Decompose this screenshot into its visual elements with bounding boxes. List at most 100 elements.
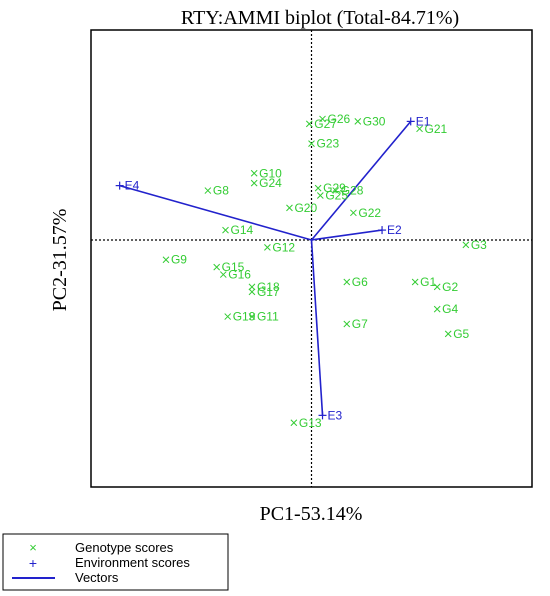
legend-genotype-marker: ×: [29, 540, 37, 555]
genotype-label: G20: [294, 201, 317, 215]
genotype-label: G18: [257, 280, 280, 294]
genotype-marker: [462, 241, 470, 249]
genotype-marker: [250, 169, 258, 177]
genotype-point-g2: G2: [433, 280, 459, 294]
genotype-point-g22: G22: [350, 206, 381, 220]
genotype-label: G30: [363, 114, 386, 128]
genotype-marker: [444, 330, 452, 338]
genotype-marker: [286, 204, 293, 212]
genotype-label: G26: [328, 112, 351, 126]
genotype-marker: [224, 313, 232, 320]
genotype-label: G12: [272, 240, 295, 254]
genotype-label: G8: [213, 184, 229, 198]
genotype-marker: [354, 118, 362, 125]
genotype-marker: [264, 244, 271, 251]
genotype-label: G14: [231, 223, 254, 237]
genotype-label: G29: [323, 181, 346, 195]
environment-label: E3: [328, 408, 343, 422]
vector-e2: [311, 229, 383, 241]
genotype-label: G22: [358, 206, 381, 220]
genotype-marker: [290, 419, 298, 427]
genotype-point-g3: G3: [462, 238, 487, 252]
genotype-point-g15: G15: [213, 260, 245, 274]
genotype-point-g19: G19: [224, 310, 256, 324]
genotype-label: G3: [471, 238, 487, 252]
genotype-point-g14: G14: [222, 223, 254, 237]
genotype-point-g25: G25: [316, 189, 348, 203]
genotype-point-g30: G30: [354, 114, 386, 128]
genotype-label: G1: [420, 275, 436, 289]
genotype-label: G19: [233, 310, 256, 324]
vector-e1: [310, 120, 412, 241]
genotype-marker: [204, 187, 212, 194]
genotype-label: G25: [325, 189, 348, 203]
genotype-label: G23: [317, 137, 340, 151]
genotype-label: G7: [352, 317, 368, 331]
x-axis-label: PC1-53.14%: [260, 503, 363, 525]
genotype-marker: [222, 226, 229, 234]
environment-point-e4: E4: [115, 179, 140, 193]
genotype-marker: [314, 184, 322, 192]
environment-label: E4: [125, 179, 140, 193]
genotype-marker: [305, 120, 313, 128]
genotype-point-g8: G8: [204, 184, 229, 198]
genotype-label: G9: [171, 253, 187, 267]
legend-environment-label: Environment scores: [75, 555, 190, 570]
genotype-label: G15: [222, 260, 245, 274]
genotype-point-g24: G24: [250, 176, 282, 190]
genotype-point-g27: G27: [305, 117, 337, 131]
environment-point-e1: E1: [406, 114, 431, 128]
environment-label: E2: [387, 223, 402, 237]
genotype-marker: [248, 313, 256, 320]
environment-vectors: [119, 120, 412, 416]
genotype-label: G17: [257, 285, 280, 299]
genotype-marker: [316, 192, 324, 199]
genotype-marker: [411, 278, 419, 286]
genotype-marker: [433, 283, 441, 291]
genotype-point-g11: G11: [248, 310, 279, 324]
genotype-marker: [433, 305, 441, 313]
genotype-marker: [308, 140, 315, 147]
genotype-point-g12: G12: [264, 240, 295, 254]
legend: × Genotype scores + Environment scores V…: [2, 533, 229, 591]
genotype-point-g9: G9: [162, 253, 187, 267]
genotype-marker: [343, 320, 351, 328]
y-axis-label: PC2-31.57%: [49, 209, 71, 312]
legend-vector-label: Vectors: [75, 570, 119, 585]
genotype-marker: [416, 125, 423, 133]
genotype-label: G27: [314, 117, 337, 131]
genotype-point-g28: G28: [332, 184, 364, 198]
genotype-marker: [162, 256, 170, 264]
genotype-label: G28: [341, 184, 364, 198]
genotype-label: G24: [259, 176, 282, 190]
legend-genotype-label: Genotype scores: [75, 540, 174, 555]
genotype-label: G6: [352, 275, 368, 289]
genotype-point-g4: G4: [433, 302, 459, 316]
legend-environment-marker: +: [29, 555, 37, 571]
genotype-marker: [343, 278, 351, 286]
genotype-point-g20: G20: [286, 201, 317, 215]
genotype-label: G5: [453, 327, 469, 341]
genotype-marker: [219, 271, 227, 278]
genotype-label: G2: [442, 280, 458, 294]
genotype-marker: [319, 115, 326, 123]
genotype-point-g26: G26: [319, 112, 351, 126]
legend-box: [2, 533, 229, 591]
genotype-label: G16: [228, 268, 251, 282]
genotype-point-g21: G21: [416, 122, 448, 136]
genotype-marker: [213, 263, 221, 271]
genotype-label: G11: [257, 310, 279, 324]
genotype-point-g6: G6: [343, 275, 368, 289]
genotype-label: G21: [425, 122, 448, 136]
chart-title: RTY:AMMI biplot (Total-84.71%): [181, 7, 459, 29]
genotype-marker: [250, 179, 258, 187]
vector-e3: [310, 239, 324, 416]
genotype-point-g16: G16: [219, 268, 251, 282]
genotype-point-g23: G23: [308, 137, 340, 151]
genotype-point-g29: G29: [314, 181, 346, 195]
genotype-label: G10: [259, 166, 282, 180]
vector-e4: [119, 184, 312, 241]
genotype-marker: [350, 209, 357, 217]
genotype-point-g13: G13: [290, 416, 322, 430]
